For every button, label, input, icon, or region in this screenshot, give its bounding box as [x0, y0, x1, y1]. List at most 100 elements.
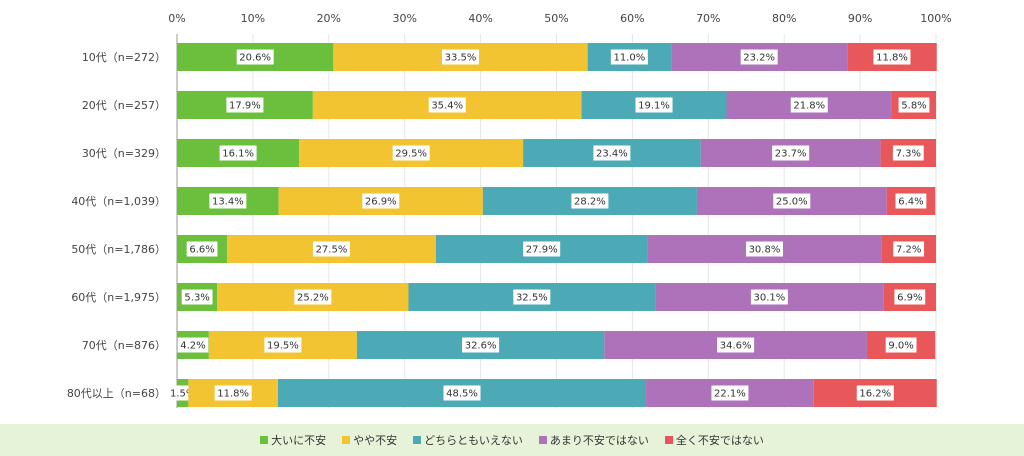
data-label-box [312, 241, 350, 257]
x-tick-label: 70% [696, 12, 720, 25]
data-label-box [895, 193, 927, 209]
data-label-box [209, 193, 247, 209]
x-tick-label: 80% [772, 12, 796, 25]
data-label-box [885, 337, 917, 353]
legend-item: あまり不安ではない [538, 432, 649, 448]
data-label: 25.2% [297, 293, 329, 304]
legend-label: あまり不安ではない [549, 434, 649, 447]
data-label-box [214, 385, 252, 401]
x-tick-label: 10% [241, 12, 265, 25]
category-label: 20代（n=257） [82, 99, 166, 112]
legend-item: やや不安 [342, 432, 397, 448]
data-label-box [181, 289, 213, 305]
data-label-box [462, 337, 500, 353]
data-label-box [593, 145, 631, 161]
data-label-box [873, 49, 911, 65]
data-label: 11.8% [876, 53, 908, 64]
x-tick-label: 20% [317, 12, 341, 25]
x-tick-label: 30% [392, 12, 416, 25]
data-label: 1.5% [170, 389, 195, 400]
data-label: 32.5% [516, 293, 548, 304]
legend-swatch [538, 436, 547, 444]
category-label: 60代（n=1,975） [71, 291, 166, 304]
data-label: 13.4% [212, 197, 244, 208]
data-label: 30.1% [754, 293, 786, 304]
legend-label: 大いに不安 [271, 434, 327, 447]
legend-item: どちらともいえない [413, 432, 523, 448]
data-label: 33.5% [445, 53, 477, 64]
x-tick-label: 90% [848, 12, 872, 25]
data-label: 6.4% [898, 197, 923, 208]
data-label: 16.2% [859, 389, 891, 400]
data-label: 7.3% [896, 149, 921, 160]
data-label: 28.2% [574, 197, 606, 208]
data-label-box [219, 145, 257, 161]
legend: 大いに不安 やや不安 どちらともいえない あまり不安ではない 全く不安ではない [0, 424, 1024, 456]
data-label-box [856, 385, 894, 401]
data-label-box [441, 49, 479, 65]
data-label-box [894, 289, 926, 305]
data-label: 32.6% [465, 341, 497, 352]
data-label: 34.6% [720, 341, 752, 352]
category-label: 10代（n=272） [82, 51, 166, 64]
data-label-box [186, 241, 218, 257]
data-label-box [428, 97, 466, 113]
data-label-box [177, 337, 209, 353]
x-tick-label: 50% [544, 12, 568, 25]
data-label: 26.9% [365, 197, 397, 208]
data-label: 22.1% [714, 389, 746, 400]
category-label: 40代（n=1,039） [71, 195, 166, 208]
data-label-box [772, 145, 810, 161]
category-label: 80代以上（n=68） [67, 387, 166, 400]
legend-item: 全く不安ではない [664, 432, 764, 448]
data-label: 21.8% [793, 101, 825, 112]
data-label-box [392, 145, 430, 161]
legend-swatch [260, 436, 269, 444]
category-label: 50代（n=1,786） [71, 243, 166, 256]
x-tick-label: 40% [468, 12, 492, 25]
data-label: 9.0% [888, 341, 913, 352]
data-label-box [362, 193, 400, 209]
data-label-box [773, 193, 811, 209]
data-label-box [740, 49, 778, 65]
data-label-box [717, 337, 755, 353]
data-label-box [264, 337, 302, 353]
data-label: 35.4% [431, 101, 463, 112]
data-label: 23.7% [775, 149, 807, 160]
x-tick-label: 100% [920, 12, 951, 25]
data-label: 27.5% [316, 245, 348, 256]
data-label: 4.2% [180, 341, 205, 352]
data-label: 27.9% [526, 245, 558, 256]
data-label-box [898, 97, 930, 113]
legend-label: 全く不安ではない [675, 434, 764, 447]
legend-swatch [342, 436, 351, 444]
category-label: 70代（n=876） [82, 339, 166, 352]
data-label: 6.6% [189, 245, 214, 256]
data-label-box [226, 97, 264, 113]
data-label: 48.5% [446, 389, 478, 400]
data-label: 11.0% [613, 53, 645, 64]
data-label-box [610, 49, 648, 65]
data-label: 7.2% [896, 245, 921, 256]
data-label: 19.5% [267, 341, 299, 352]
data-label-box [571, 193, 609, 209]
data-label: 5.3% [184, 293, 209, 304]
data-label: 29.5% [395, 149, 427, 160]
data-label-box [236, 49, 274, 65]
data-label: 16.1% [222, 149, 254, 160]
data-label-box [294, 289, 332, 305]
data-label-box [893, 241, 925, 257]
data-label: 11.8% [217, 389, 249, 400]
chart-canvas: 0% 10% 20% 30% 40% 50% 60% 70% 80% 90% 100% 10代（n=2… [67, 12, 952, 408]
data-label-box [443, 385, 481, 401]
legend-label: やや不安 [353, 434, 398, 447]
data-label: 25.0% [776, 197, 808, 208]
data-label-box [892, 145, 924, 161]
data-label: 20.6% [239, 53, 271, 64]
data-label-box [745, 241, 783, 257]
data-label: 23.4% [596, 149, 628, 160]
data-label: 6.9% [897, 293, 922, 304]
data-label: 30.8% [749, 245, 781, 256]
legend-swatch [664, 436, 673, 444]
